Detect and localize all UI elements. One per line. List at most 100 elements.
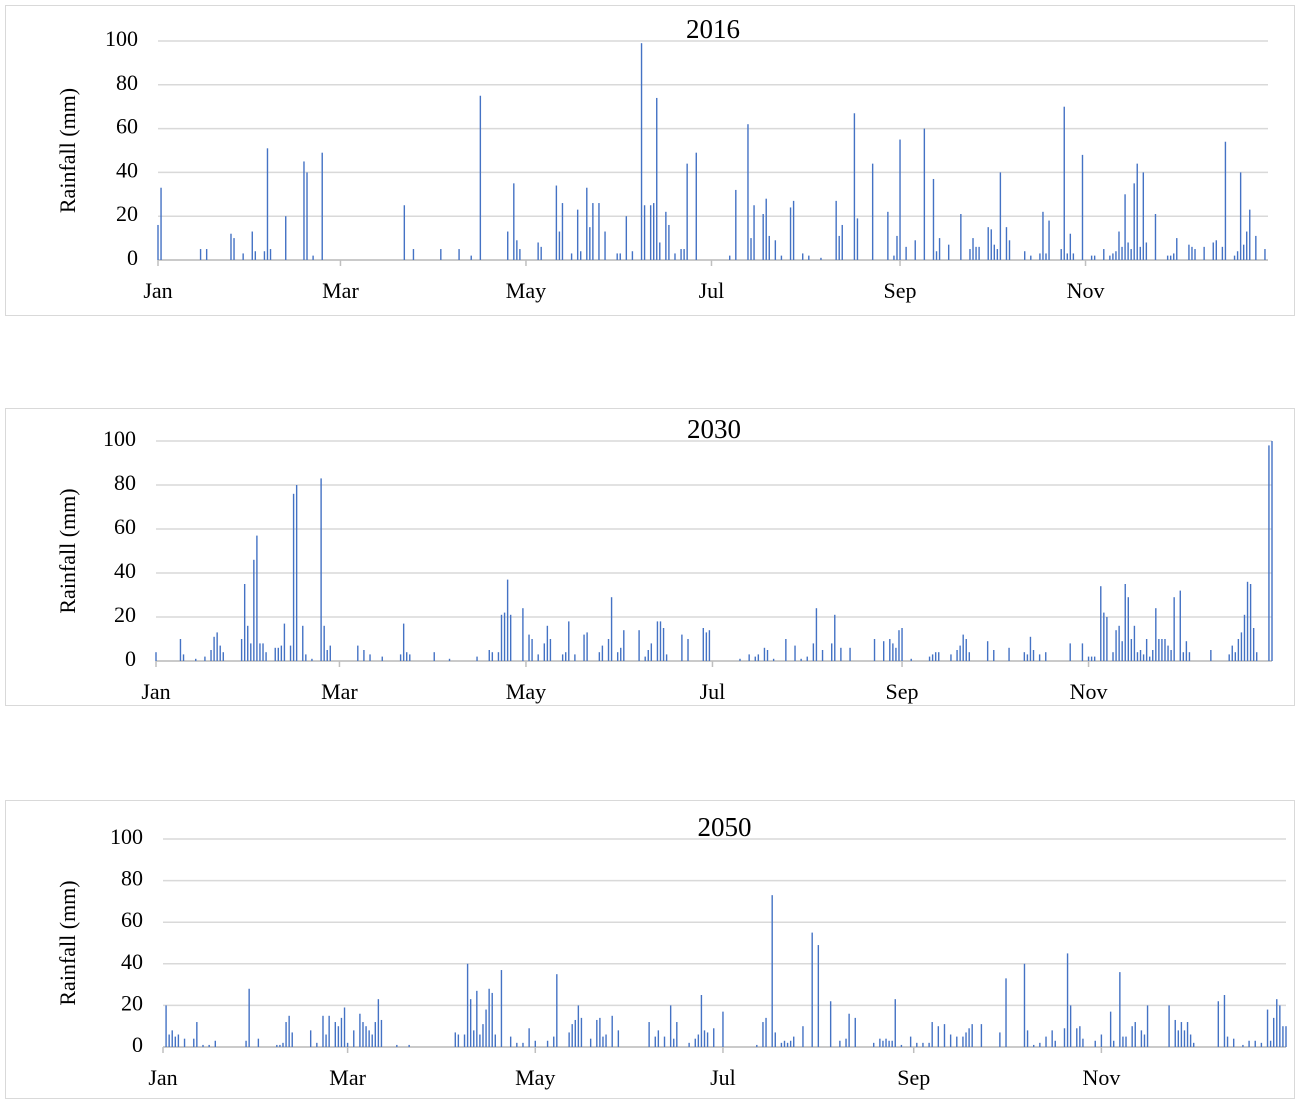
bar <box>1100 1034 1103 1047</box>
bar <box>893 255 895 260</box>
bar <box>1122 1036 1124 1047</box>
y-tick-label: 20 <box>121 990 143 1015</box>
bar <box>1248 1040 1250 1047</box>
bar <box>253 559 255 661</box>
bar <box>1045 253 1047 260</box>
bar <box>323 625 325 661</box>
x-tick-label: Jul <box>699 278 725 303</box>
bar <box>987 227 989 260</box>
bar <box>879 1038 881 1047</box>
bar <box>454 1032 456 1047</box>
y-axis-label: Rainfall (mm) <box>55 880 80 1005</box>
bar <box>1030 255 1032 260</box>
bar <box>205 249 208 260</box>
bar <box>1032 650 1035 661</box>
bar <box>625 216 628 260</box>
bar <box>931 654 934 661</box>
bar <box>1269 1040 1272 1047</box>
bar <box>928 656 931 661</box>
bar <box>577 1005 580 1047</box>
bar <box>1233 255 1236 260</box>
bar <box>674 253 676 260</box>
bar <box>657 1030 660 1047</box>
bar <box>640 43 643 260</box>
bar <box>729 255 731 260</box>
bar <box>242 253 244 260</box>
bar <box>1192 1042 1195 1047</box>
bar <box>230 233 232 260</box>
bar <box>971 1024 973 1047</box>
bar <box>488 650 490 661</box>
bar <box>1063 1028 1066 1047</box>
y-tick-label: 20 <box>114 602 136 627</box>
bar <box>943 1024 946 1047</box>
bar <box>174 1036 177 1047</box>
bar <box>1039 1042 1041 1047</box>
x-tick-label: May <box>515 1065 555 1090</box>
bar <box>1145 639 1148 661</box>
bar <box>503 612 506 661</box>
bar <box>747 124 749 260</box>
bar <box>202 1044 204 1047</box>
bar <box>901 628 903 661</box>
bar <box>199 249 202 260</box>
bar <box>656 97 658 260</box>
bar <box>583 634 585 661</box>
x-tick-label: Nov <box>1082 1065 1120 1090</box>
y-tick-label: 0 <box>125 646 136 671</box>
bar <box>708 630 711 661</box>
bar <box>757 654 760 661</box>
bar <box>1148 656 1151 661</box>
bar <box>703 1030 706 1047</box>
bar <box>368 1030 370 1047</box>
bar <box>644 656 646 661</box>
bar <box>381 656 383 661</box>
bar <box>1226 1036 1229 1047</box>
bar <box>892 643 894 661</box>
bar <box>1005 978 1007 1047</box>
bar <box>265 652 267 661</box>
bar <box>771 895 773 1047</box>
x-tick-label: Jan <box>148 1065 177 1090</box>
bar <box>216 632 218 661</box>
bar <box>783 1040 786 1047</box>
bar <box>1146 1005 1149 1047</box>
bar <box>1112 652 1114 661</box>
bar <box>320 478 322 661</box>
bar <box>546 1040 549 1047</box>
bar <box>1090 656 1093 661</box>
bar <box>871 163 874 260</box>
bar <box>160 187 162 260</box>
bar <box>802 253 804 260</box>
bar <box>956 650 958 661</box>
bar <box>412 249 415 260</box>
bar <box>463 1034 466 1047</box>
bar <box>683 249 685 260</box>
bar <box>1140 1030 1143 1047</box>
bar <box>1008 647 1010 661</box>
bar <box>362 1022 364 1047</box>
bar <box>476 990 478 1047</box>
bar <box>1249 209 1251 260</box>
bar <box>676 1022 678 1047</box>
bar <box>1154 214 1157 260</box>
bar <box>620 647 622 661</box>
bar <box>1139 246 1141 260</box>
y-tick-label: 100 <box>105 26 138 51</box>
bar <box>993 650 995 661</box>
bar <box>695 152 697 260</box>
bar <box>1167 645 1169 661</box>
bar <box>680 249 682 260</box>
bar <box>1182 652 1185 661</box>
bar <box>240 639 243 661</box>
bar <box>1093 656 1096 661</box>
y-tick-label: 40 <box>114 558 136 583</box>
bar <box>959 645 961 661</box>
bar <box>513 183 515 260</box>
bar <box>950 654 952 661</box>
bar <box>1183 1030 1186 1047</box>
bar <box>321 152 323 260</box>
bar <box>546 625 549 661</box>
bar <box>1176 238 1178 260</box>
bar <box>1024 251 1026 260</box>
